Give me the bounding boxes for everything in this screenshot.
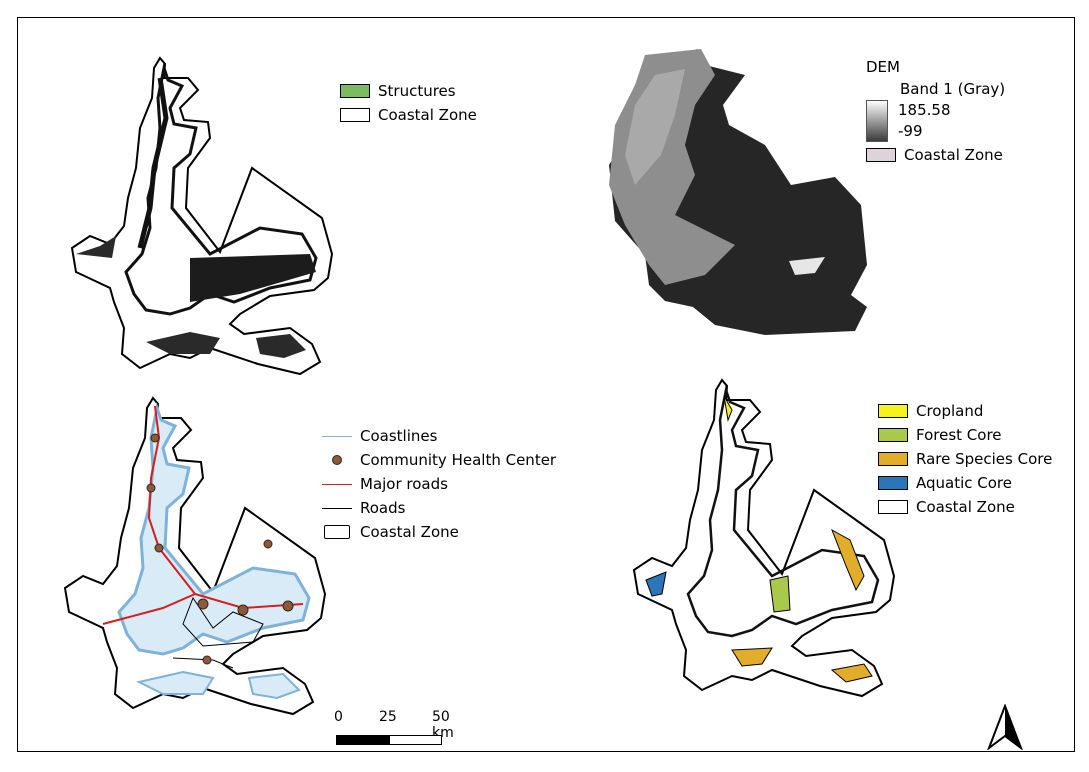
legend-item: Coastlines xyxy=(322,424,556,448)
dem-zone-swatch xyxy=(866,148,896,162)
legend-item: Coastal Zone xyxy=(866,143,1005,167)
legend-label: Aquatic Core xyxy=(916,474,1012,492)
health-centers xyxy=(146,433,294,665)
health-center-dot xyxy=(146,483,156,493)
dem-ramp: 185.58 -99 xyxy=(866,99,1005,143)
coastal-zone-outline xyxy=(71,57,333,375)
legend-item: Major roads xyxy=(322,472,556,496)
legend-label: Coastal Zone xyxy=(916,498,1015,516)
dem-max-value: 185.58 xyxy=(898,101,951,119)
legend-health: Coastlines Community Health Center Major… xyxy=(322,424,556,544)
legend-item: Roads xyxy=(322,496,556,520)
legend-label: Forest Core xyxy=(916,426,1002,444)
legend-label: Major roads xyxy=(360,475,448,493)
legend-label: Roads xyxy=(360,499,406,517)
health-center-dot xyxy=(154,543,164,553)
dem-title: DEM xyxy=(866,58,900,76)
legend-core: Cropland Forest Core Rare Species Core A… xyxy=(878,399,1052,519)
map-structures xyxy=(71,57,333,375)
dem-min-value: -99 xyxy=(898,122,923,140)
aquatic-core-swatch xyxy=(878,476,908,490)
legend-item: Community Health Center xyxy=(322,448,556,472)
structures-dense xyxy=(190,254,316,302)
legend-label: Coastal Zone xyxy=(904,146,1003,164)
map-core xyxy=(633,379,895,697)
health-center-dot xyxy=(202,655,212,665)
legend-label: Coastlines xyxy=(360,427,438,445)
north-arrow-icon xyxy=(987,704,1023,750)
coastline-symbol xyxy=(322,429,352,443)
dem-highland xyxy=(625,69,685,185)
scale-segment-light xyxy=(389,735,442,745)
rare-species-swatch xyxy=(878,452,908,466)
scale-bar: 0 25 50 km xyxy=(334,707,454,751)
map-health xyxy=(64,397,326,715)
rare-species-cape xyxy=(831,528,865,592)
roads-network xyxy=(172,596,264,669)
health-center-dot xyxy=(263,539,273,549)
health-center-dot xyxy=(197,598,209,610)
legend-label: Coastal Zone xyxy=(360,523,459,541)
legend-label: Cropland xyxy=(916,402,984,420)
legend-item: Rare Species Core xyxy=(878,447,1052,471)
structures-elizabeth xyxy=(76,236,116,258)
structures-swatch xyxy=(340,84,370,98)
legend-item: Forest Core xyxy=(878,423,1052,447)
legend-item: Aquatic Core xyxy=(878,471,1052,495)
forest-core-area xyxy=(769,575,791,613)
forest-core-swatch xyxy=(878,428,908,442)
health-center-dot xyxy=(237,604,249,616)
legend-dem: DEM Band 1 (Gray) 185.58 -99 Coastal Zon… xyxy=(866,55,1005,167)
scale-tick-0: 0 xyxy=(334,709,343,725)
legend-item: Coastal Zone xyxy=(340,103,477,127)
dem-pond xyxy=(789,257,825,275)
dem-band-label: Band 1 (Gray) xyxy=(900,80,1006,98)
coastal-zone-outline-2 xyxy=(64,397,326,715)
dem-gray-ramp xyxy=(866,100,888,142)
legend-label: Coastal Zone xyxy=(378,106,477,124)
road-symbol xyxy=(322,501,352,515)
health-center-symbol xyxy=(322,453,352,467)
legend-label: Community Health Center xyxy=(360,451,557,469)
cropland-area xyxy=(723,395,733,422)
map-layout-frame xyxy=(17,17,1075,752)
rare-species-islands xyxy=(731,647,873,683)
legend-item: Structures xyxy=(340,79,477,103)
health-center-dot xyxy=(150,433,160,443)
legend-item: Coastal Zone xyxy=(878,495,1052,519)
coastal-zone-swatch xyxy=(340,108,370,122)
coastal-zone-symbol xyxy=(322,525,352,539)
major-road-west xyxy=(102,593,196,625)
map-dem xyxy=(609,49,867,335)
cropland-swatch xyxy=(878,404,908,418)
scale-tick-25: 25 xyxy=(379,709,397,725)
legend-item: Cropland xyxy=(878,399,1052,423)
major-road-symbol xyxy=(322,477,352,491)
structures-west xyxy=(137,77,169,249)
legend-item: Coastal Zone xyxy=(322,520,556,544)
legend-label: Structures xyxy=(378,82,456,100)
scale-segment-dark xyxy=(336,735,390,745)
health-center-dot xyxy=(282,600,294,612)
legend-label: Rare Species Core xyxy=(916,450,1053,468)
coastal-zone-swatch xyxy=(878,500,908,514)
aquatic-core-area xyxy=(645,571,667,597)
major-road-route xyxy=(147,405,304,610)
legend-structures: Structures Coastal Zone xyxy=(340,79,477,127)
